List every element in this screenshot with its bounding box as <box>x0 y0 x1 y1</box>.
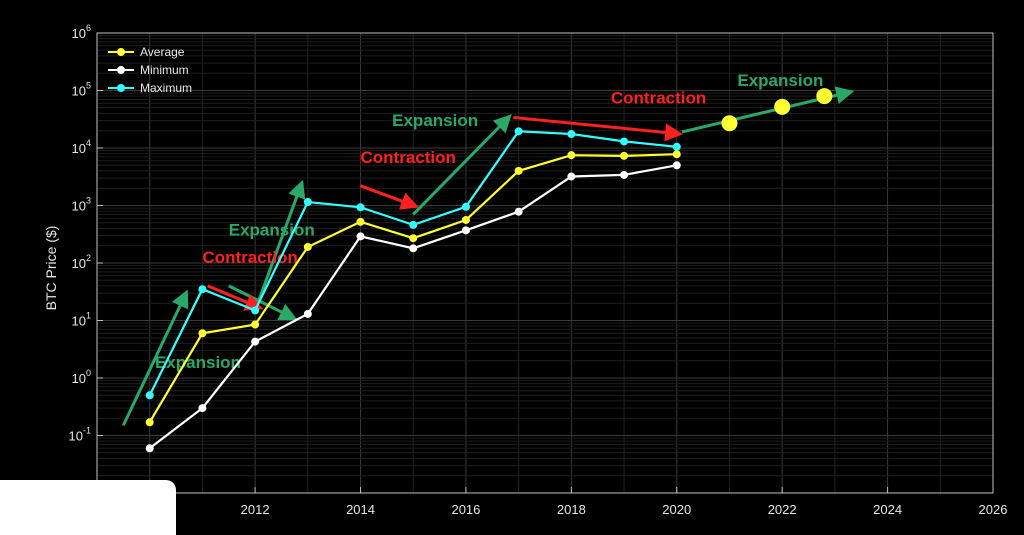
data-point-maximum <box>461 202 470 211</box>
expansion-arrow <box>412 114 512 216</box>
y-tick-exponent: 5 <box>86 81 91 91</box>
data-point-minimum <box>672 161 681 170</box>
legend-swatch-point-minimum <box>117 66 125 74</box>
data-point-average <box>461 215 470 224</box>
legend-label-average: Average <box>140 45 185 59</box>
contraction-arrow <box>360 184 420 210</box>
data-point-maximum <box>567 130 576 139</box>
expansion-label: Expansion <box>155 353 241 372</box>
series-layer <box>145 88 833 453</box>
forecast-point <box>816 88 833 105</box>
grid <box>96 33 994 494</box>
legend-label-minimum: Minimum <box>140 63 189 77</box>
y-tick-label: 10-1 <box>69 426 91 444</box>
x-tick-label: 2012 <box>241 502 270 517</box>
data-point-minimum <box>251 337 260 346</box>
y-tick-base: 10 <box>72 84 86 99</box>
x-tick-label: 2026 <box>979 502 1008 517</box>
data-point-average <box>620 151 629 160</box>
y-tick-base: 10 <box>72 26 86 41</box>
y-axis-label: BTC Price ($) <box>43 226 59 311</box>
y-tick-base: 10 <box>72 314 86 329</box>
x-tick-label: 2024 <box>873 502 902 517</box>
legend-swatch-point-maximum <box>117 84 125 92</box>
y-tick-exponent: -1 <box>83 426 91 436</box>
data-point-maximum <box>356 203 365 212</box>
data-point-maximum <box>672 142 681 151</box>
y-tick-label: 104 <box>72 138 91 156</box>
x-tick-label: 2018 <box>557 502 586 517</box>
y-tick-exponent: 6 <box>86 23 91 33</box>
annotations: Expansion Expansion Contraction Contraction… <box>121 71 855 427</box>
data-point-maximum <box>514 127 523 136</box>
data-point-minimum <box>567 172 576 181</box>
legend-swatch-point-average <box>117 48 125 56</box>
y-tick-label: 105 <box>72 81 91 99</box>
x-tick-label: 2020 <box>662 502 691 517</box>
data-point-average <box>303 242 312 251</box>
x-tick-label: 2022 <box>768 502 797 517</box>
y-tick-base: 10 <box>72 371 86 386</box>
contraction-label: Contraction <box>611 88 706 107</box>
axes: 20102012201420162018202020222024202610-1… <box>69 23 1008 517</box>
data-point-average <box>145 418 154 427</box>
y-tick-label: 101 <box>72 311 91 329</box>
data-point-minimum <box>514 207 523 216</box>
data-point-minimum <box>198 404 207 413</box>
contraction-label: Contraction <box>202 248 297 267</box>
contraction-label: Contraction <box>361 148 456 167</box>
legend: Average Minimum Maximum <box>108 45 192 95</box>
data-point-minimum <box>145 444 154 453</box>
forecast-point <box>774 98 791 115</box>
data-point-maximum <box>145 391 154 400</box>
data-point-average <box>514 166 523 175</box>
forecast-point <box>721 115 738 132</box>
data-point-minimum <box>303 309 312 318</box>
data-point-minimum <box>620 170 629 179</box>
y-tick-exponent: 2 <box>86 253 91 263</box>
y-tick-base: 10 <box>72 199 86 214</box>
expansion-label: Expansion <box>229 221 315 240</box>
y-tick-label: 100 <box>72 368 91 386</box>
y-tick-exponent: 4 <box>86 138 91 148</box>
data-point-minimum <box>461 226 470 235</box>
expansion-label: Expansion <box>737 71 823 90</box>
data-point-average <box>198 329 207 338</box>
y-tick-exponent: 3 <box>86 196 91 206</box>
contraction-arrow <box>513 115 684 142</box>
data-point-average <box>251 320 260 329</box>
data-point-maximum <box>198 285 207 294</box>
contraction-arrow <box>207 284 264 311</box>
redaction-box <box>0 480 176 535</box>
expansion-label: Expansion <box>392 111 478 130</box>
y-tick-label: 103 <box>72 196 91 214</box>
y-tick-base: 10 <box>69 429 83 444</box>
data-point-average <box>356 217 365 226</box>
expansion-arrow <box>121 289 189 427</box>
data-point-average <box>409 234 418 243</box>
y-tick-label: 102 <box>72 253 91 271</box>
expansion-arrow <box>256 179 306 304</box>
y-tick-base: 10 <box>72 256 86 271</box>
data-point-average <box>672 150 681 159</box>
y-tick-exponent: 0 <box>86 368 91 378</box>
x-tick-label: 2016 <box>451 502 480 517</box>
data-point-maximum <box>409 220 418 229</box>
data-point-maximum <box>251 306 260 315</box>
data-point-minimum <box>356 232 365 241</box>
y-tick-exponent: 1 <box>86 311 91 321</box>
legend-label-maximum: Maximum <box>140 81 192 95</box>
data-point-maximum <box>303 198 312 207</box>
y-tick-label: 106 <box>72 23 91 41</box>
y-tick-base: 10 <box>72 141 86 156</box>
data-point-minimum <box>409 244 418 253</box>
data-point-maximum <box>620 137 629 146</box>
x-tick-label: 2014 <box>346 502 375 517</box>
data-point-average <box>567 151 576 160</box>
